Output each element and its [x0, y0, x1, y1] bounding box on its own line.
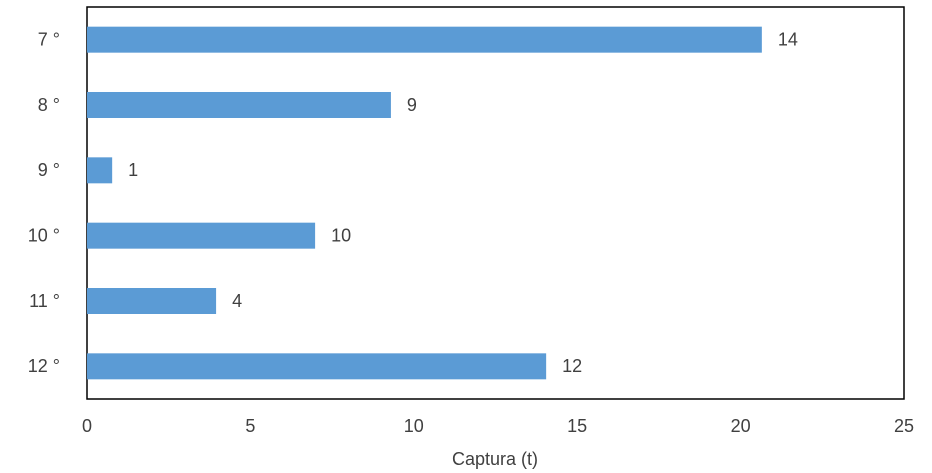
- x-tick-label: 10: [404, 416, 424, 436]
- bar: [87, 157, 113, 184]
- y-tick-label: 7 °: [38, 29, 60, 49]
- data-label: 4: [232, 291, 242, 311]
- y-tick-label: 10 °: [28, 225, 60, 245]
- data-label: 14: [778, 29, 798, 49]
- y-tick-label: 9 °: [38, 160, 60, 180]
- data-label: 12: [562, 356, 582, 376]
- bar: [87, 222, 316, 249]
- x-tick-label: 25: [894, 416, 914, 436]
- bar: [87, 92, 391, 118]
- y-tick-label: 12 °: [28, 356, 60, 376]
- bar: [87, 26, 762, 53]
- x-tick-label: 0: [82, 416, 92, 436]
- x-tick-label: 20: [731, 416, 751, 436]
- bar: [87, 353, 547, 380]
- y-tick-label: 11 °: [29, 291, 60, 311]
- data-label: 10: [331, 225, 351, 245]
- y-tick-label: 8 °: [38, 95, 60, 115]
- plot-frame: [86, 6, 905, 400]
- data-label: 1: [128, 160, 138, 180]
- x-tick-label: 15: [567, 416, 587, 436]
- x-axis-title: Captura (t): [452, 449, 538, 469]
- bar: [87, 288, 217, 314]
- x-tick-label: 5: [245, 416, 255, 436]
- data-label: 9: [407, 95, 417, 115]
